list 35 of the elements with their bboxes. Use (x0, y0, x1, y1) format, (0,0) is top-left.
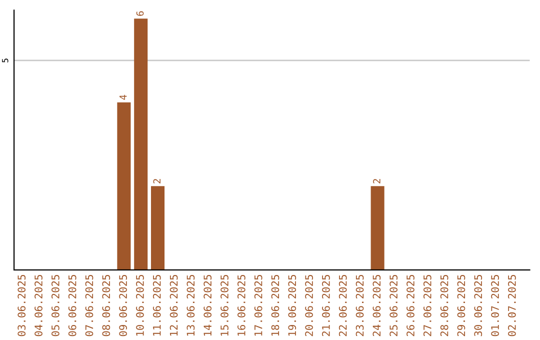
data-label: 2 (153, 179, 160, 184)
x-tick-label: 24.06.2025 (372, 274, 381, 336)
x-tick-label: 16.06.2025 (237, 274, 246, 336)
x-tick-label: 18.06.2025 (271, 274, 280, 336)
x-tick-label: 03.06.2025 (18, 274, 26, 336)
x-tick-label: 09.06.2025 (119, 274, 127, 336)
x-tick-label: 21.06.2025 (322, 274, 330, 336)
x-tick-label: 01.07.2025 (491, 274, 499, 336)
x-tick-label: 20.06.2025 (305, 274, 313, 336)
x-tick-label: 10.06.2025 (136, 274, 144, 336)
x-tick-label: 28.06.2025 (440, 274, 448, 336)
x-tick-label: 30.06.2025 (474, 274, 482, 336)
y-tick-label: 5 (2, 58, 8, 62)
x-tick-label: 07.06.2025 (85, 274, 94, 336)
x-tick-label: 19.06.2025 (288, 274, 296, 336)
x-tick-label: 05.06.2025 (51, 274, 60, 336)
x-tick-label: 29.06.2025 (457, 274, 466, 336)
x-tick-label: 04.06.2025 (34, 274, 42, 336)
x-tick-label: 22.06.2025 (338, 274, 347, 336)
x-tick-label: 02.07.2025 (508, 274, 516, 336)
x-tick-label: 15.06.2025 (220, 274, 228, 336)
x-tick-label: 25.06.2025 (390, 274, 398, 336)
data-label: 4 (120, 94, 127, 100)
x-tick-label: 06.06.2025 (68, 274, 76, 336)
x-tick-label: 11.06.2025 (152, 274, 161, 336)
x-tick-label: 26.06.2025 (406, 274, 414, 336)
x-tick-label: 08.06.2025 (102, 274, 110, 336)
data-label: 2 (373, 179, 380, 184)
x-tick-label: 13.06.2025 (186, 274, 195, 336)
x-tick-label: 27.06.2025 (423, 274, 432, 336)
x-tick-label: 14.06.2025 (204, 274, 212, 336)
x-tick-label: 17.06.2025 (254, 274, 262, 336)
data-label: 6 (136, 11, 144, 16)
x-tick-label: 12.06.2025 (170, 274, 178, 336)
x-tick-label: 23.06.2025 (356, 274, 364, 336)
